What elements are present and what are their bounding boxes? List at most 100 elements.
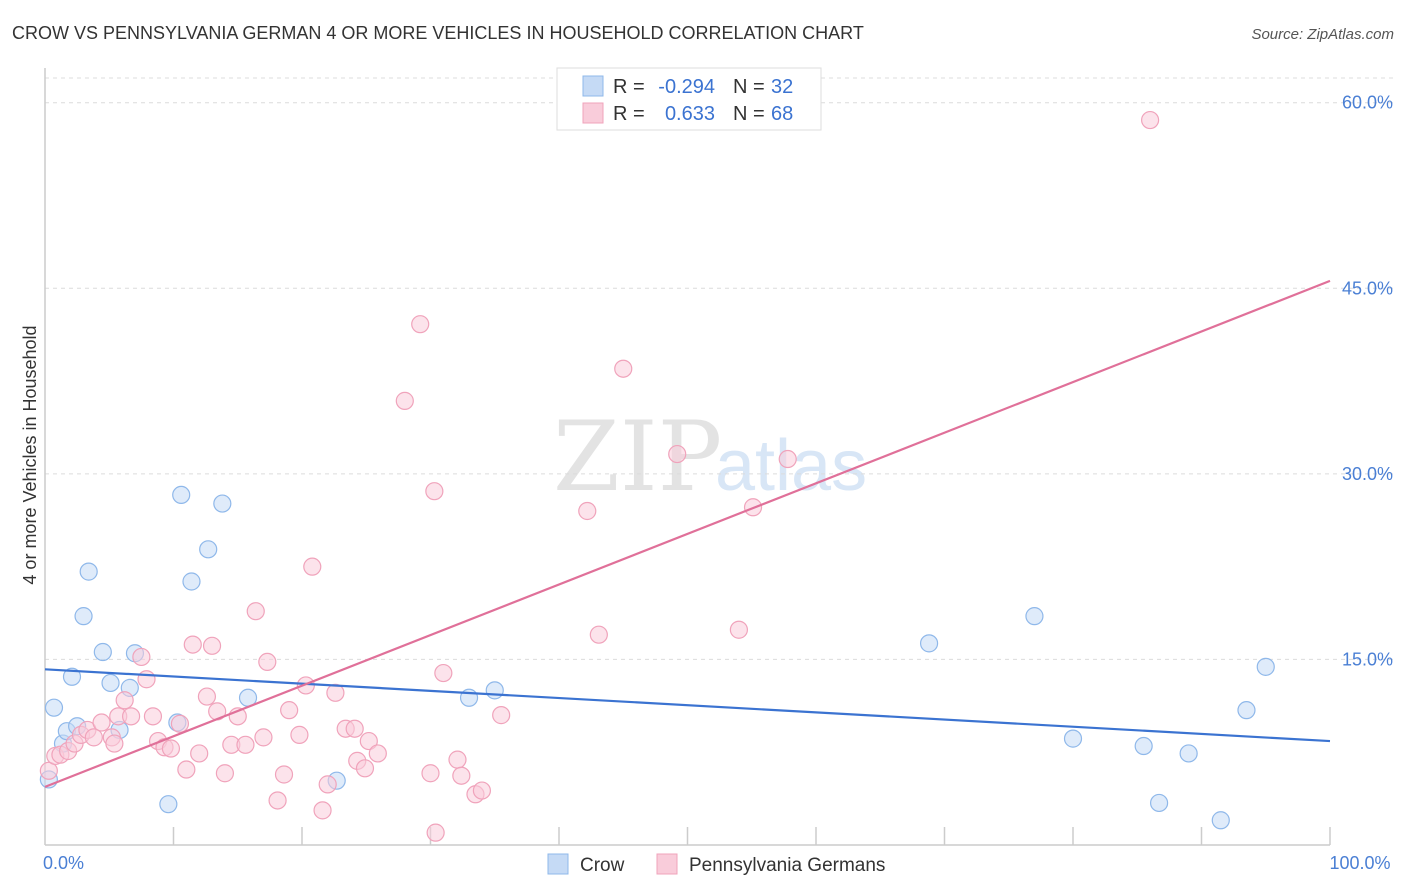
legend-r-value-crow: -0.294 xyxy=(658,76,715,98)
point-crow-25 xyxy=(1063,729,1083,748)
point-pennsylvania-germans-44 xyxy=(345,719,364,738)
point-pennsylvania-germans-39 xyxy=(303,557,322,576)
legend-r-label-crow: R = xyxy=(613,76,645,98)
trend-line-crow xyxy=(44,668,1331,743)
point-pennsylvania-germans-41 xyxy=(318,775,337,794)
point-pennsylvania-germans-59 xyxy=(492,706,511,725)
point-pennsylvania-germans-30 xyxy=(236,735,255,754)
point-pennsylvania-germans-49 xyxy=(395,391,414,410)
point-pennsylvania-germans-36 xyxy=(280,701,299,720)
gridlines xyxy=(45,77,1394,660)
point-crow-6 xyxy=(74,607,93,626)
point-pennsylvania-germans-12 xyxy=(115,691,134,710)
point-crow-22 xyxy=(485,681,504,700)
series-legend-label-pennsylvania-germans: Pennsylvania Germans xyxy=(689,855,885,876)
x-tick-label-0: 0.0% xyxy=(43,853,84,873)
point-pennsylvania-germans-60 xyxy=(578,501,597,521)
y-tick-label-1: 30.0% xyxy=(1342,464,1393,484)
point-pennsylvania-germans-13 xyxy=(121,707,141,726)
point-crow-9 xyxy=(101,673,120,693)
point-crow-26 xyxy=(1134,736,1153,756)
point-pennsylvania-germans-40 xyxy=(313,801,332,820)
point-crow-27 xyxy=(1149,793,1169,813)
point-pennsylvania-germans-47 xyxy=(359,731,378,751)
point-pennsylvania-germans-22 xyxy=(183,635,202,654)
point-pennsylvania-germans-54 xyxy=(434,663,453,683)
point-pennsylvania-germans-46 xyxy=(355,759,375,778)
point-crow-30 xyxy=(1237,701,1256,720)
series-legend: Crow Pennsylvania Germans xyxy=(547,853,885,876)
point-pennsylvania-germans-8 xyxy=(92,713,111,732)
point-pennsylvania-germans-33 xyxy=(258,652,277,672)
point-pennsylvania-germans-42 xyxy=(326,683,345,702)
point-crow-23 xyxy=(919,634,939,653)
series-legend-swatch-crow xyxy=(547,853,569,875)
legend-swatch-crow xyxy=(582,75,604,97)
point-pennsylvania-germans-10 xyxy=(105,734,124,753)
y-tick-labels: 15.0% 30.0% 45.0% 60.0% xyxy=(1342,93,1393,670)
point-pennsylvania-germans-32 xyxy=(254,728,273,747)
x-ticks: 0.0% 100.0% xyxy=(43,827,1391,873)
point-pennsylvania-germans-24 xyxy=(197,687,217,706)
watermark-zip: ZIP xyxy=(553,401,722,513)
y-axis-label: 4 or more Vehicles in Household xyxy=(20,325,40,584)
point-pennsylvania-germans-16 xyxy=(143,707,163,726)
point-pennsylvania-germans-66 xyxy=(778,449,797,469)
point-pennsylvania-germans-14 xyxy=(132,647,151,667)
point-pennsylvania-germans-64 xyxy=(729,620,749,639)
point-pennsylvania-germans-15 xyxy=(137,670,156,689)
point-pennsylvania-germans-35 xyxy=(274,765,294,784)
point-crow-18 xyxy=(213,494,232,513)
point-pennsylvania-germans-67 xyxy=(1140,110,1160,130)
trend-line-pennsylvania-germans xyxy=(44,279,1331,788)
chart-source: Source: ZipAtlas.com xyxy=(1251,26,1394,43)
point-crow-8 xyxy=(93,642,112,662)
point-crow-17 xyxy=(199,540,218,559)
point-pennsylvania-germans-20 xyxy=(170,714,190,733)
stats-legend: R = -0.294 N = 32 R = 0.633 N = 68 xyxy=(556,67,822,131)
legend-swatch-pennsylvania-germans xyxy=(582,102,604,124)
y-tick-label-2: 45.0% xyxy=(1342,278,1393,298)
point-crow-15 xyxy=(172,485,191,505)
series-legend-swatch-pennsylvania-germans xyxy=(656,853,678,875)
point-crow-28 xyxy=(1179,744,1198,763)
point-pennsylvania-germans-50 xyxy=(411,315,430,334)
point-crow-24 xyxy=(1025,607,1044,626)
point-pennsylvania-germans-61 xyxy=(589,625,608,644)
y-tick-label-0: 15.0% xyxy=(1342,649,1393,669)
legend-r-label-pennsylvania-germans: R = xyxy=(613,103,645,125)
legend-n-value-pennsylvania-germans: 68 xyxy=(771,103,793,125)
watermark: ZIP atlas xyxy=(553,401,867,513)
point-crow-31 xyxy=(1256,657,1275,676)
point-crow-1 xyxy=(44,698,64,717)
legend-n-label-crow: N = xyxy=(733,76,765,98)
point-pennsylvania-germans-37 xyxy=(290,725,309,744)
series-legend-label-crow: Crow xyxy=(580,855,625,876)
point-pennsylvania-germans-58 xyxy=(472,781,491,800)
legend-n-value-crow: 32 xyxy=(771,76,793,98)
point-pennsylvania-germans-23 xyxy=(190,744,209,763)
point-crow-16 xyxy=(182,572,201,591)
point-crow-29 xyxy=(1211,811,1230,830)
point-pennsylvania-germans-51 xyxy=(421,764,440,783)
point-pennsylvania-germans-34 xyxy=(268,791,287,810)
point-pennsylvania-germans-56 xyxy=(452,766,471,785)
point-pennsylvania-germans-55 xyxy=(448,750,467,769)
point-crow-4 xyxy=(62,667,82,686)
point-pennsylvania-germans-21 xyxy=(177,760,196,779)
legend-r-value-pennsylvania-germans: 0.633 xyxy=(665,103,715,125)
point-pennsylvania-germans-25 xyxy=(202,636,222,655)
point-pennsylvania-germans-27 xyxy=(215,764,234,783)
legend-n-label-pennsylvania-germans: N = xyxy=(733,103,765,125)
point-pennsylvania-germans-53 xyxy=(426,823,445,842)
scatter-points xyxy=(39,110,1275,842)
point-pennsylvania-germans-19 xyxy=(161,739,181,758)
point-pennsylvania-germans-62 xyxy=(614,359,633,378)
point-crow-13 xyxy=(159,795,178,814)
chart-title: CROW VS PENNSYLVANIA GERMAN 4 OR MORE VE… xyxy=(12,23,864,43)
point-pennsylvania-germans-7 xyxy=(84,728,103,747)
point-crow-7 xyxy=(79,562,98,581)
point-pennsylvania-germans-52 xyxy=(425,482,444,501)
trend-lines xyxy=(44,279,1331,788)
